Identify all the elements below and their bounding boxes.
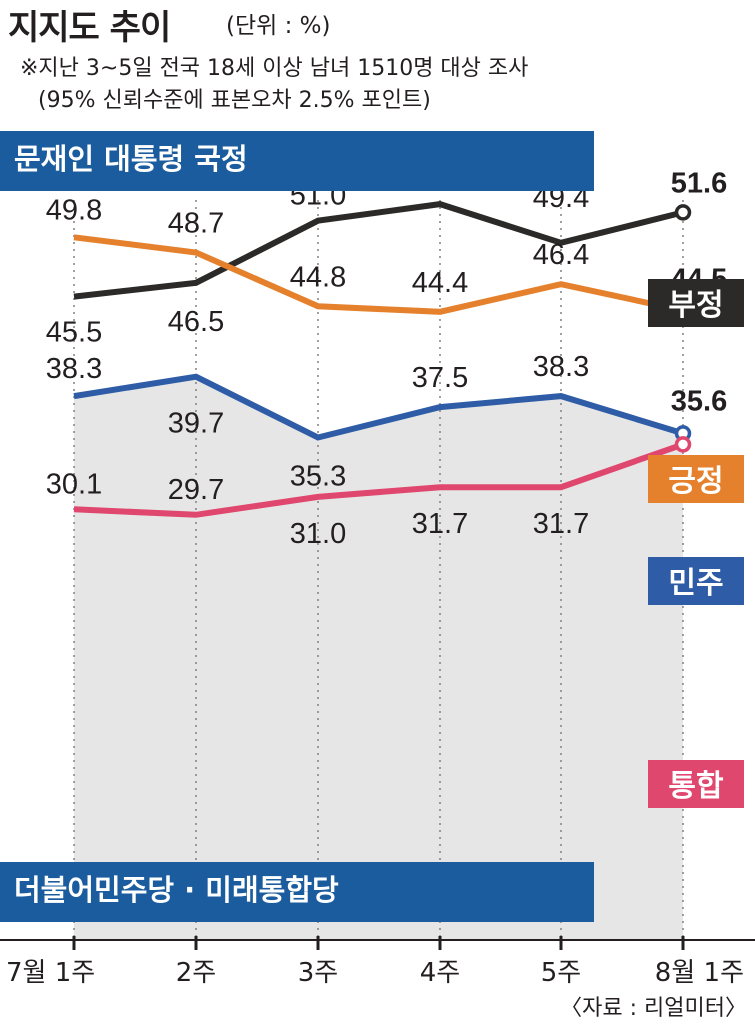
data-label-긍정-3: 44.8 bbox=[290, 261, 346, 293]
margin-of-error-note: (95% 신뢰수준에 표본오차 2.5% 포인트) bbox=[38, 88, 431, 113]
data-label-민주-4: 37.5 bbox=[412, 362, 468, 394]
legend-tag-통합: 통합 bbox=[668, 769, 724, 804]
series-line-긍정 bbox=[73, 234, 684, 315]
data-label-통합-4: 31.7 bbox=[412, 508, 468, 540]
legend-tag-bg-긍정 bbox=[648, 455, 744, 503]
minju-area-fill bbox=[74, 376, 683, 940]
series-line-부정 bbox=[73, 201, 684, 300]
data-label-긍정-4: 44.4 bbox=[412, 267, 468, 299]
x-tick-label-3: 3주 bbox=[298, 958, 338, 988]
data-label-긍정-5: 46.4 bbox=[533, 239, 589, 271]
x-tick-label-2: 2주 bbox=[176, 958, 216, 988]
x-tick-label-6: 8월 1주 bbox=[655, 958, 744, 988]
section-label-parties: 더불어민주당 · 미래통합당 bbox=[0, 862, 594, 922]
data-label-부정-2: 46.5 bbox=[168, 306, 224, 338]
data-label-통합-3: 31.0 bbox=[290, 518, 346, 550]
unit-label: (단위 : %) bbox=[226, 13, 331, 39]
survey-note: ※지난 3~5일 전국 18세 이상 남녀 1510명 대상 조사 bbox=[20, 56, 529, 81]
series-line-통합 bbox=[73, 441, 684, 518]
series-line-민주 bbox=[73, 373, 684, 441]
endpoint-marker-부정 bbox=[674, 204, 692, 221]
data-label-부정-1: 45.5 bbox=[46, 317, 102, 349]
source-label: 〈자료 : 리얼미터〉 bbox=[560, 996, 747, 1021]
x-tick-label-1: 7월 1주 bbox=[6, 958, 95, 988]
legend-tag-긍정: 긍정 bbox=[668, 464, 723, 499]
legend-tag-bg-통합 bbox=[648, 760, 744, 808]
data-label-민주-2: 39.7 bbox=[168, 408, 224, 440]
x-tick-label-4: 4주 bbox=[420, 958, 460, 988]
legend-tag-bg-민주 bbox=[648, 557, 744, 605]
legend-tag-민주: 민주 bbox=[668, 566, 723, 601]
data-label-민주-1: 38.3 bbox=[46, 353, 102, 385]
x-tick-label-5: 5주 bbox=[541, 958, 581, 988]
data-label-민주-6: 35.6 bbox=[671, 385, 727, 417]
data-label-민주-3: 35.3 bbox=[290, 461, 346, 493]
data-label-긍정-2: 48.7 bbox=[168, 208, 224, 240]
legend-tag-부정: 부정 bbox=[668, 288, 723, 323]
chart-title: 지지도 추이 bbox=[8, 8, 171, 48]
data-label-긍정-1: 49.8 bbox=[46, 194, 102, 226]
data-label-부정-6: 51.6 bbox=[671, 167, 727, 199]
data-label-통합-5: 31.7 bbox=[533, 508, 589, 540]
endpoint-marker-통합 bbox=[674, 436, 692, 453]
data-label-민주-5: 38.3 bbox=[533, 351, 589, 383]
legend-tag-bg-부정 bbox=[648, 279, 744, 327]
section-label-president-approval: 문재인 대통령 국정 bbox=[0, 131, 594, 191]
data-label-통합-2: 29.7 bbox=[168, 474, 224, 506]
data-label-통합-1: 30.1 bbox=[46, 468, 102, 500]
